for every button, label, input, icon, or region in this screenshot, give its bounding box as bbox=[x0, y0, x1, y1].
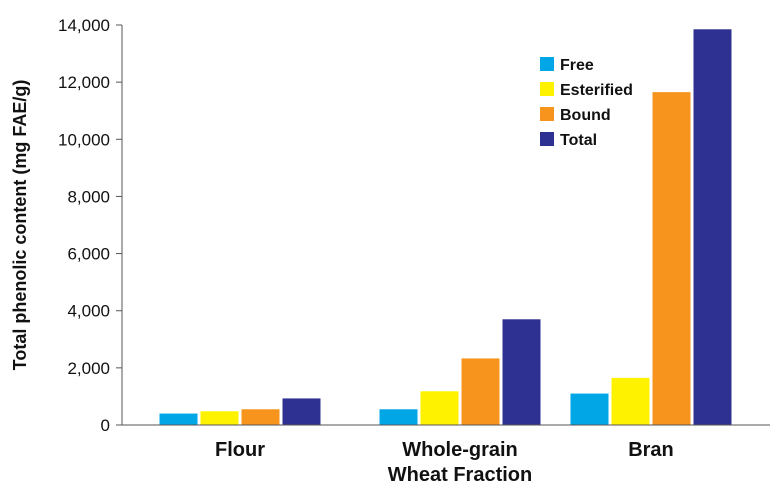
legend: Free Esterified Bound Total bbox=[540, 57, 633, 149]
bar-free-bran bbox=[570, 393, 609, 425]
y-tick-label: 4,000 bbox=[67, 302, 110, 321]
bar-total-whole-grain bbox=[502, 319, 541, 425]
legend-swatch-free bbox=[540, 57, 554, 71]
y-tick-label: 12,000 bbox=[58, 73, 110, 92]
bar-bound-flour bbox=[241, 409, 280, 425]
y-tick-label: 2,000 bbox=[67, 359, 110, 378]
legend-label-esterified: Esterified bbox=[560, 82, 633, 99]
y-tick-label: 14,000 bbox=[58, 16, 110, 35]
bar-free-whole-grain bbox=[379, 409, 418, 425]
y-axis-title: Total phenolic content (mg FAE/g) bbox=[10, 80, 30, 371]
y-tick-label: 10,000 bbox=[58, 130, 110, 149]
x-axis-title: Wheat Fraction bbox=[388, 464, 532, 486]
y-tick-label: 8,000 bbox=[67, 187, 110, 206]
legend-label-total: Total bbox=[560, 132, 597, 149]
y-tick-label: 6,000 bbox=[67, 245, 110, 264]
x-category-label: Bran bbox=[628, 439, 674, 461]
legend-swatch-bound bbox=[540, 107, 554, 121]
legend-swatch-esterified bbox=[540, 82, 554, 96]
bar-esterified-whole-grain bbox=[420, 391, 459, 425]
x-category-label: Whole-grain bbox=[402, 439, 518, 461]
legend-swatch-total bbox=[540, 132, 554, 146]
bar-esterified-flour bbox=[200, 411, 239, 425]
bar-free-flour bbox=[159, 413, 198, 425]
bar-bound-bran bbox=[652, 92, 691, 426]
bar-bound-whole-grain bbox=[461, 358, 500, 425]
bar-esterified-bran bbox=[611, 377, 650, 425]
legend-label-free: Free bbox=[560, 57, 594, 74]
legend-label-bound: Bound bbox=[560, 107, 611, 124]
x-category-label: Flour bbox=[215, 439, 265, 461]
bar-total-flour bbox=[282, 398, 321, 425]
x-axis-category-labels: Flour Whole-grain Bran bbox=[215, 439, 674, 461]
bars bbox=[159, 29, 732, 426]
bar-total-bran bbox=[693, 29, 732, 426]
y-axis-ticks: 0 2,000 4,000 6,000 8,000 10,000 12,000 14,000 bbox=[58, 16, 122, 435]
y-tick-label: 0 bbox=[101, 416, 110, 435]
